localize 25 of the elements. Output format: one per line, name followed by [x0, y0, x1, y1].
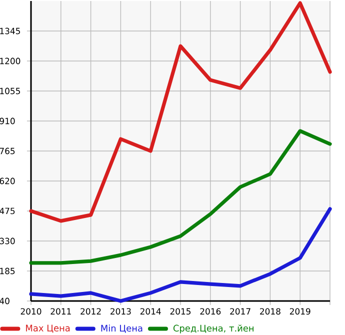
- x-tick-label: 2014: [140, 308, 161, 315]
- x-tick-label: 2015: [170, 308, 191, 315]
- y-tick-label: 40: [0, 298, 10, 304]
- legend-label: Max Цена: [26, 324, 70, 333]
- y-tick-label: 910: [0, 118, 15, 124]
- y-tick-label: 475: [0, 208, 15, 214]
- x-tick-label: 2010: [20, 308, 42, 315]
- x-tick-label: 2011: [50, 308, 71, 315]
- y-tick-label: 185: [0, 268, 15, 274]
- y-tick-label: 1200: [0, 58, 20, 64]
- y-tick-label: 765: [0, 148, 15, 154]
- x-tick-label: 2012: [80, 308, 101, 315]
- y-tick-label: 330: [0, 238, 15, 244]
- y-tick-label: 1345: [0, 28, 20, 34]
- y-tick-label: 1055: [0, 88, 20, 94]
- x-tick-label: 2018: [260, 308, 280, 315]
- legend-label: Min Цена: [101, 324, 142, 333]
- y-tick-label: 620: [0, 178, 15, 184]
- line-series: [29, 129, 332, 265]
- line-series: [29, 1, 332, 223]
- x-tick-label: 2016: [200, 308, 221, 315]
- legend-label: Сред.Цена, т.йен: [173, 324, 254, 334]
- x-tick-label: 2013: [110, 308, 131, 315]
- x-tick-label: 2019: [290, 308, 310, 315]
- x-tick-label: 2017: [230, 308, 250, 315]
